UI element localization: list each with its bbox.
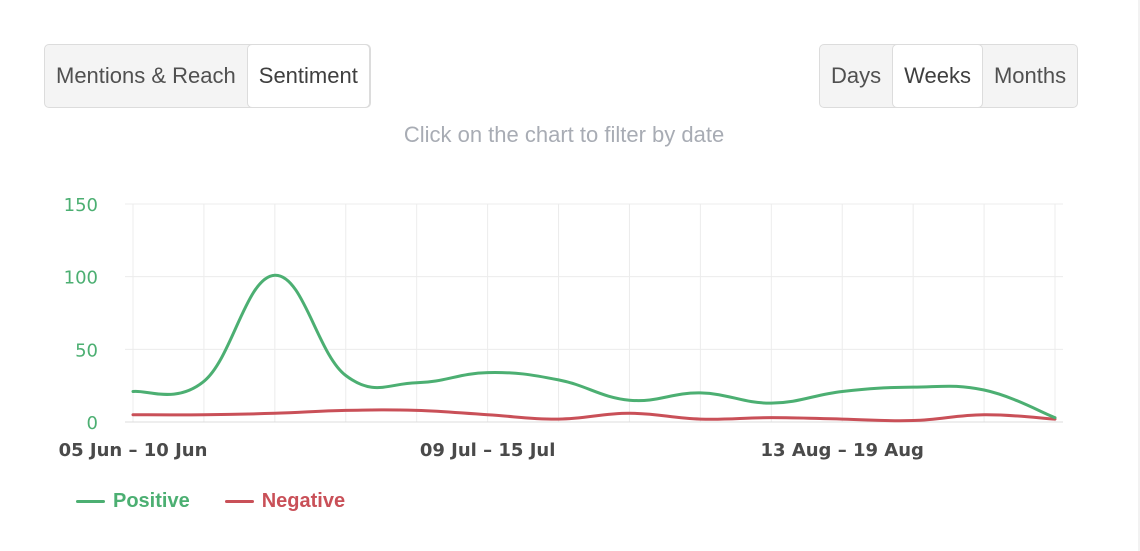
data-point-positive [698,391,702,395]
data-point-negative [486,413,490,417]
y-tick-label: 150 [64,195,98,216]
data-point-negative [557,417,561,421]
tab-weeks[interactable]: Weeks [892,44,983,108]
data-point-positive [769,401,773,405]
data-point-negative [415,408,419,412]
data-point-negative [982,413,986,417]
x-tick-label: 05 Jun – 10 Jun [59,440,208,461]
tab-sentiment[interactable]: Sentiment [246,44,370,108]
y-tick-label: 0 [87,413,98,434]
x-tick-label: 09 Jul – 15 Jul [420,440,556,461]
legend-negative[interactable]: Negative [224,490,346,513]
data-point-positive [344,373,348,377]
data-point-positive [486,371,490,375]
sentiment-chart[interactable]: 0 50 100 150 05 Jun – 10 Jun 09 Jul – 15 Jul 1… [0,180,1100,480]
data-point-negative [273,411,277,415]
data-point-positive [557,378,561,382]
series-line-positive [131,273,1057,420]
data-point-positive [982,388,986,392]
legend-positive-swatch [76,500,105,503]
chart-hint: Click on the chart to filter by date [403,122,725,147]
legend-positive-label: Positive [113,490,190,512]
metric-tabs: Mentions & Reach Sentiment [44,44,371,108]
data-point-positive [131,389,135,393]
legend-negative-label: Negative [261,490,346,512]
data-point-positive [627,398,631,402]
legend-positive[interactable]: Positive [76,490,190,513]
data-point-positive [1053,416,1057,420]
data-point-positive [273,273,277,277]
data-point-positive [202,379,206,383]
data-point-positive [840,389,844,393]
series-line-negative [131,408,1057,423]
y-tick-label: 100 [64,268,98,289]
data-point-negative [911,419,915,423]
data-point-negative [131,413,135,417]
data-point-negative [840,417,844,421]
period-tabs: Days Weeks Months [819,44,1079,108]
data-point-negative [202,413,206,417]
data-point-negative [344,408,348,412]
data-point-negative [769,416,773,420]
data-point-positive [415,381,419,385]
chart-legend: Positive Negative [76,490,380,513]
x-tick-label: 13 Aug – 19 Aug [761,440,924,461]
page-edge [1138,0,1140,551]
tab-days[interactable]: Days [831,63,882,88]
data-point-positive [911,385,915,389]
data-point-negative [698,417,702,421]
y-tick-label: 50 [75,340,98,361]
tab-months[interactable]: Months [993,63,1067,88]
tab-mentions-reach[interactable]: Mentions & Reach [56,63,236,88]
data-point-negative [627,411,631,415]
legend-negative-swatch [224,500,254,503]
